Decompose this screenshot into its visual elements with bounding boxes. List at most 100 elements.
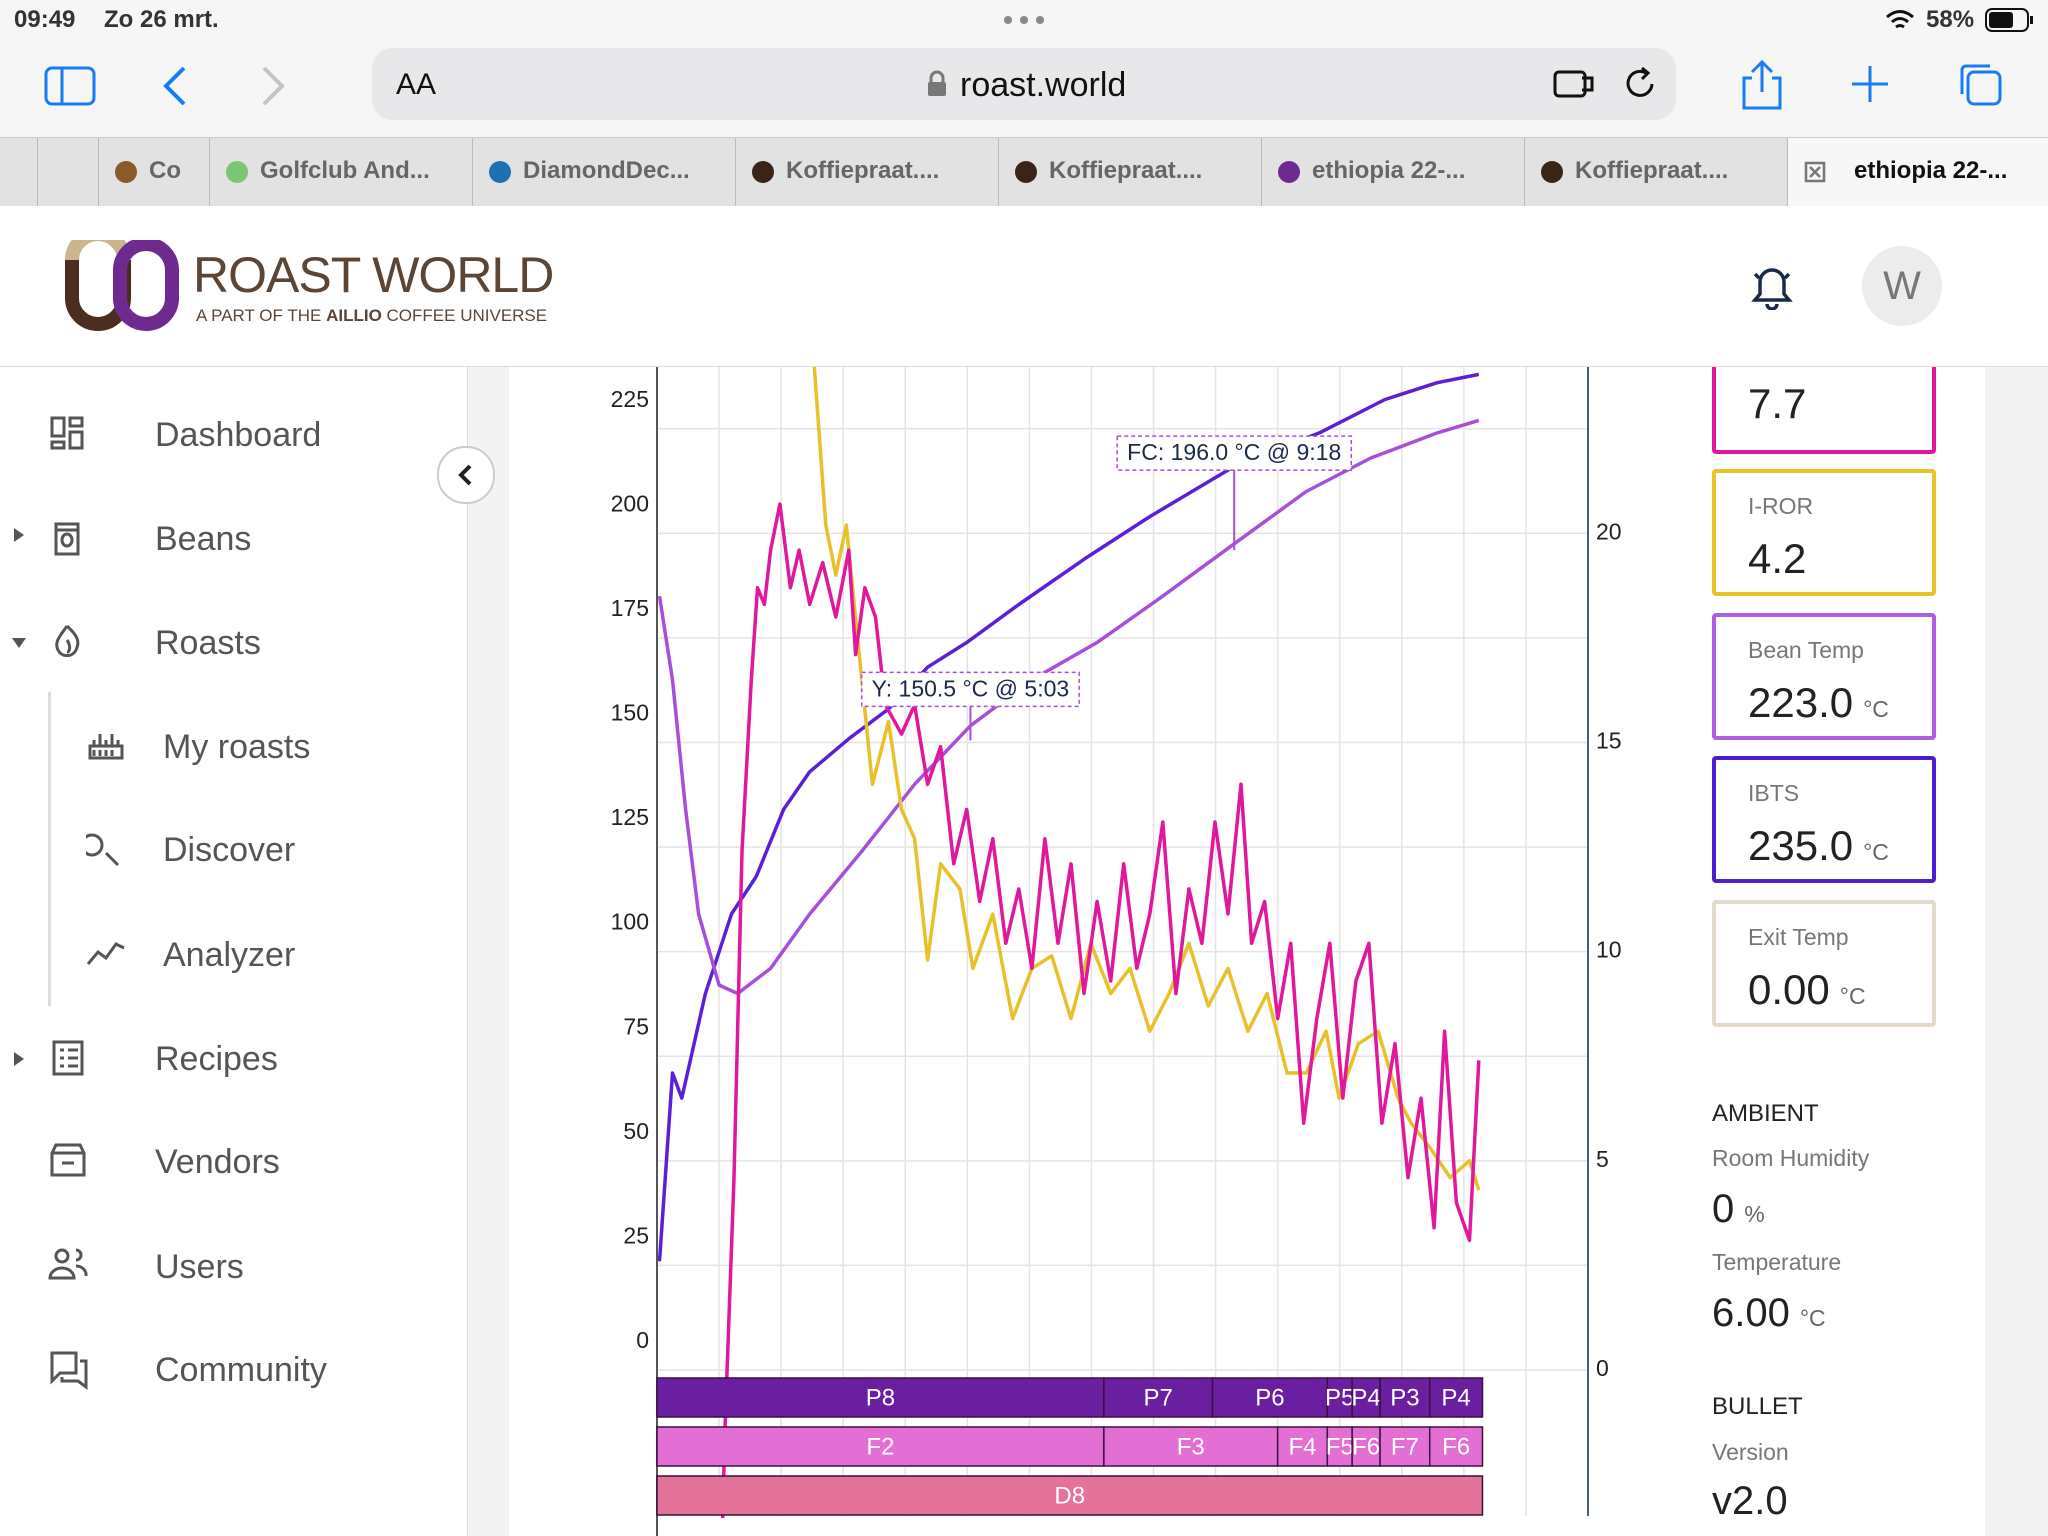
tab-title[interactable]: Golfclub And... xyxy=(260,157,430,184)
submenu-line xyxy=(48,692,51,1006)
phase-label: F7 xyxy=(1391,1433,1419,1460)
phase-bar xyxy=(1326,1426,1353,1467)
phase-bar xyxy=(1379,1377,1431,1418)
ambient-value: 0% xyxy=(1712,1187,1765,1231)
wifi xyxy=(1886,10,1914,29)
icon-shape xyxy=(50,416,84,450)
phase-label: P4 xyxy=(1351,1384,1380,1411)
nav-item[interactable]: My roasts xyxy=(163,728,311,766)
tab[interactable]: DiamondDec... xyxy=(472,138,736,207)
icon-shape xyxy=(55,624,80,658)
expand-arrow[interactable] xyxy=(10,636,28,650)
nav-icon xyxy=(55,624,80,658)
favicon xyxy=(226,161,248,183)
panel-text: BULLET xyxy=(1712,1393,1803,1420)
ambient-value: 6.00 °C xyxy=(1712,1291,1826,1335)
url[interactable]: roast.world xyxy=(960,66,1127,104)
y-tick-label: 75 xyxy=(623,1013,649,1039)
active-tab[interactable]: ethiopia 22-... xyxy=(1787,138,2048,207)
reading-label: Bean Temp xyxy=(1748,637,1864,663)
y-tick-label: 175 xyxy=(611,595,649,621)
phase-label: P4 xyxy=(1441,1384,1470,1411)
panel-text: Version xyxy=(1712,1439,1789,1465)
y-tick-label: 225 xyxy=(611,386,649,412)
favicon xyxy=(752,161,774,183)
tab[interactable]: ethiopia 22-... xyxy=(1261,138,1525,207)
forward[interactable] xyxy=(258,64,288,108)
tab[interactable]: Koffiepraat.... xyxy=(998,138,1262,207)
y-tick-label: 150 xyxy=(611,700,649,726)
tab-title[interactable]: Co xyxy=(149,157,181,184)
tab-title[interactable]: Koffiepraat.... xyxy=(786,157,940,184)
series-line xyxy=(720,502,1481,1518)
y2-tick-label: 5 xyxy=(1596,1146,1609,1172)
nav-item[interactable]: Vendors xyxy=(155,1143,280,1181)
panel-text: Temperature xyxy=(1712,1249,1842,1275)
tab-title[interactable]: DiamondDec... xyxy=(523,157,690,184)
reading-card: Bean Temp 223.0 °C xyxy=(1712,613,1936,740)
favicon xyxy=(1804,161,1826,183)
battery-text: 58% xyxy=(1926,6,1975,33)
chevron xyxy=(458,464,472,486)
nav-item[interactable]: Beans xyxy=(155,520,252,558)
pinned-tab[interactable] xyxy=(37,138,99,207)
nav-item[interactable]: Users xyxy=(155,1248,244,1286)
new-tab[interactable] xyxy=(1850,64,1890,104)
share[interactable] xyxy=(1740,58,1784,112)
phase-bar xyxy=(656,1475,1484,1516)
nav-icon xyxy=(86,833,120,867)
phase-bar xyxy=(1351,1377,1381,1418)
nav-item[interactable]: Discover xyxy=(163,831,296,869)
expand-arrow[interactable] xyxy=(12,1050,26,1068)
tab-bar: Co Golfclub And... DiamondDec... Koffiepraa… xyxy=(0,137,2048,208)
tab-title[interactable]: Koffiepraat.... xyxy=(1575,157,1729,184)
tab-overview[interactable] xyxy=(1956,60,2004,108)
sidebar-toggle[interactable] xyxy=(44,66,96,106)
collapse-button[interactable] xyxy=(437,446,495,504)
date: Zo 26 mrt. xyxy=(104,6,219,33)
tagline: COFFEE UNIVERSE xyxy=(386,306,548,325)
tab-title[interactable]: ethiopia 22-... xyxy=(1854,157,2008,184)
tab-title[interactable]: Koffiepraat.... xyxy=(1049,157,1203,184)
nav-item[interactable]: Dashboard xyxy=(155,416,322,454)
tab[interactable]: Koffiepraat.... xyxy=(735,138,999,207)
reading-card: Exit Temp 0.00 °C xyxy=(1712,900,1936,1027)
tab-title[interactable]: ethiopia 22-... xyxy=(1312,157,1466,184)
series-line xyxy=(812,366,1481,1191)
tab[interactable]: Co xyxy=(98,138,210,207)
nav-item[interactable]: Analyzer xyxy=(163,936,296,974)
y-tick-label: 200 xyxy=(611,490,649,516)
nav-icon xyxy=(50,1351,88,1390)
tab[interactable]: Koffiepraat.... xyxy=(1524,138,1788,207)
notifications[interactable] xyxy=(1751,264,1793,310)
back[interactable] xyxy=(160,64,190,108)
nav-item[interactable]: Community xyxy=(155,1351,327,1389)
favicon-dot xyxy=(115,161,137,183)
icon-shape xyxy=(88,734,124,760)
close-icon xyxy=(1804,161,1826,183)
avatar[interactable]: W xyxy=(1862,246,1942,326)
panel-text: AMBIENT xyxy=(1712,1100,1819,1127)
favicon-dot xyxy=(226,161,248,183)
phase-bar xyxy=(1211,1377,1329,1418)
reading-card: I-ROR 4.2 xyxy=(1712,469,1936,596)
nav-item[interactable]: Roasts xyxy=(155,624,261,662)
url-bar[interactable]: AA roast.world xyxy=(372,48,1676,120)
lock xyxy=(928,70,946,96)
expand-arrow[interactable] xyxy=(12,526,26,544)
annotation-box xyxy=(1116,435,1353,471)
reading-card: IBTS 235.0 °C xyxy=(1712,756,1936,883)
phase-label: F6 xyxy=(1442,1433,1470,1460)
nav-item[interactable]: Recipes xyxy=(155,1040,278,1078)
series-line xyxy=(657,372,1480,1262)
clock: 09:49 xyxy=(14,6,76,33)
reader[interactable] xyxy=(1552,66,1596,102)
reading-label: IBTS xyxy=(1748,780,1800,806)
tab[interactable]: Golfclub And... xyxy=(209,138,473,207)
site-header: ROAST WORLD A PART OF THE AILLIO COFFEE … xyxy=(0,206,2048,367)
reload[interactable] xyxy=(1620,64,1660,104)
text-size[interactable]: AA xyxy=(396,68,437,101)
y-tick-label: 50 xyxy=(623,1118,649,1144)
y2-tick-label: 20 xyxy=(1596,518,1622,544)
